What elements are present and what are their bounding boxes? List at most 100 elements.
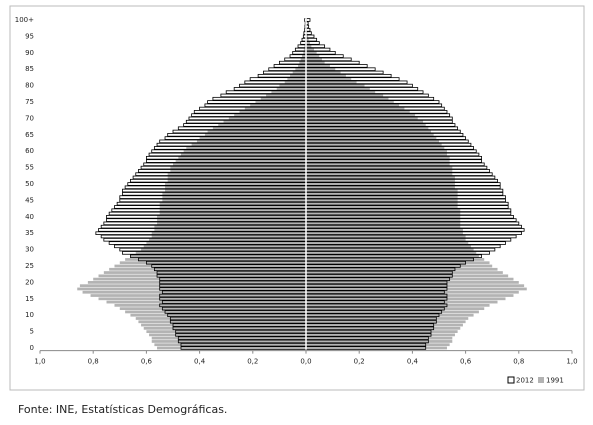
- bar: [306, 143, 442, 146]
- bar: [114, 265, 306, 268]
- bar: [306, 84, 365, 87]
- bar: [197, 140, 306, 143]
- bar: [306, 114, 415, 117]
- bar: [306, 268, 498, 271]
- bar: [306, 55, 319, 58]
- bar: [306, 343, 450, 346]
- bar: [170, 166, 306, 169]
- bar: [306, 232, 463, 235]
- bar: [205, 133, 306, 136]
- bar: [306, 222, 460, 225]
- bar: [178, 156, 306, 159]
- bar: [306, 278, 513, 281]
- bar: [152, 232, 306, 235]
- bar: [306, 192, 458, 195]
- legend-swatch: [508, 377, 514, 383]
- bar: [306, 68, 335, 71]
- bar: [306, 206, 458, 209]
- bar: [306, 311, 479, 314]
- bar: [88, 281, 306, 284]
- bar: [287, 78, 306, 81]
- bar: [306, 130, 431, 133]
- source-note: Fonte: INE, Estatísticas Demográficas.: [18, 403, 227, 416]
- bar: [218, 124, 306, 127]
- y-tick-label: 80: [25, 82, 34, 90]
- bar: [141, 248, 306, 251]
- bar: [306, 110, 410, 113]
- bar: [306, 133, 434, 136]
- bar: [306, 160, 450, 163]
- bar: [152, 235, 306, 238]
- y-tick-label: 10: [25, 311, 34, 319]
- bar: [301, 58, 306, 61]
- bar: [125, 258, 306, 261]
- bar: [306, 120, 423, 123]
- y-tick-label: 75: [25, 98, 34, 106]
- bar: [306, 183, 455, 186]
- bar: [168, 176, 306, 179]
- bar: [144, 245, 306, 248]
- bar: [234, 114, 306, 117]
- bar: [306, 304, 490, 307]
- bar: [157, 219, 306, 222]
- bar: [306, 88, 370, 91]
- bar: [154, 229, 306, 232]
- bar: [306, 242, 468, 245]
- bar: [130, 314, 306, 317]
- y-tick-label: 30: [25, 246, 34, 254]
- x-tick-label: 0,4: [194, 358, 206, 366]
- y-tick-label: 100+: [15, 16, 34, 24]
- bar: [165, 183, 306, 186]
- bar: [306, 173, 452, 176]
- bar: [306, 297, 506, 300]
- x-tick-label: 0,8: [88, 358, 99, 366]
- bar: [306, 215, 460, 218]
- y-tick-label: 50: [25, 180, 34, 188]
- bar: [306, 51, 317, 54]
- bar: [306, 294, 513, 297]
- bar: [141, 324, 306, 327]
- y-tick-label: 0: [30, 344, 34, 352]
- bar: [306, 58, 322, 61]
- y-tick-label: 60: [25, 147, 34, 155]
- bar: [306, 189, 458, 192]
- bar: [165, 186, 306, 189]
- y-tick-label: 90: [25, 49, 34, 57]
- bar: [208, 130, 306, 133]
- bar: [306, 45, 311, 48]
- bar: [306, 235, 466, 238]
- bar: [80, 284, 306, 287]
- bar: [154, 343, 306, 346]
- bar: [306, 327, 460, 330]
- bar: [93, 278, 306, 281]
- bar: [306, 48, 314, 51]
- bar: [306, 288, 527, 291]
- bar: [149, 334, 306, 337]
- bar: [306, 281, 519, 284]
- bar: [240, 110, 307, 113]
- bar: [295, 68, 306, 71]
- y-tick-label: 35: [25, 229, 34, 237]
- bar: [306, 163, 450, 166]
- bar: [168, 173, 306, 176]
- bar: [306, 117, 418, 120]
- bar: [306, 324, 463, 327]
- bar: [306, 147, 444, 150]
- x-tick-label: 0,6: [141, 358, 153, 366]
- bar: [130, 255, 306, 258]
- bar: [306, 179, 455, 182]
- bar: [154, 225, 306, 228]
- bar: [306, 186, 455, 189]
- bar: [298, 65, 306, 68]
- bar: [306, 265, 492, 268]
- bar: [255, 101, 306, 104]
- bar: [306, 252, 476, 255]
- bar: [306, 219, 460, 222]
- bar: [306, 166, 452, 169]
- bar: [107, 301, 307, 304]
- bar: [306, 137, 436, 140]
- bar: [77, 288, 306, 291]
- x-tick-label: 0,4: [407, 358, 419, 366]
- bar: [306, 74, 346, 77]
- bar: [138, 320, 306, 323]
